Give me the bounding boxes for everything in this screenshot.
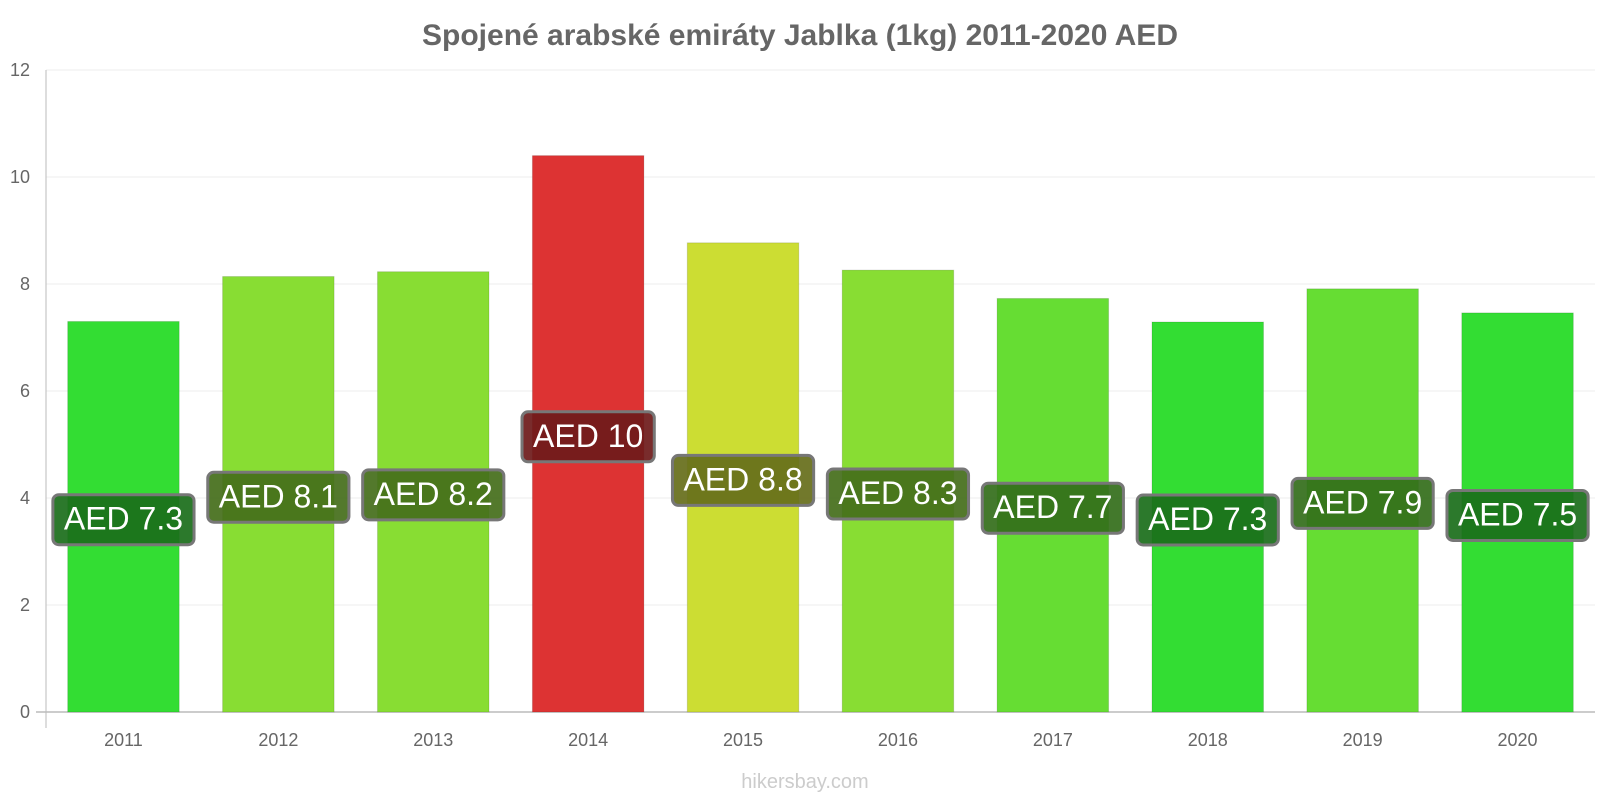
data-label-box	[980, 481, 1125, 535]
data-label-2016: AED 8.3	[825, 467, 971, 521]
data-label-box	[51, 493, 196, 547]
data-label-text: AED 7.9	[1303, 484, 1422, 520]
x-tick-label: 2017	[1033, 730, 1073, 750]
data-label-text: AED 8.3	[838, 475, 957, 511]
data-label-2019: AED 7.9	[1290, 476, 1435, 530]
x-tick-label: 2016	[878, 730, 918, 750]
data-label-box	[206, 470, 351, 524]
data-label-2020: AED 7.5	[1445, 488, 1590, 542]
y-tick-label: 12	[10, 60, 30, 80]
data-label-text: AED 8.2	[374, 476, 493, 512]
data-label-text: AED 7.3	[64, 501, 183, 537]
y-tick-label: 10	[10, 167, 30, 187]
y-tick-label: 6	[20, 381, 30, 401]
x-tick-label: 2012	[258, 730, 298, 750]
data-label-text: AED 8.8	[683, 461, 802, 497]
data-label-box	[520, 410, 656, 464]
data-label-2018: AED 7.3	[1135, 493, 1280, 547]
x-tick-label: 2013	[413, 730, 453, 750]
data-label-box	[670, 453, 816, 507]
y-tick-labels: 0 2 4 6 8 10 12	[10, 60, 30, 722]
data-label-2014: AED 10	[520, 410, 656, 464]
x-tick-label: 2019	[1343, 730, 1383, 750]
data-label-text: AED 8.1	[219, 478, 338, 514]
data-label-box	[1135, 493, 1280, 547]
x-tick-label: 2018	[1188, 730, 1228, 750]
data-label-2013: AED 8.2	[361, 468, 506, 522]
data-label-text: AED 7.5	[1458, 496, 1577, 532]
y-tick-label: 8	[20, 274, 30, 294]
watermark: hikersbay.com	[741, 771, 868, 793]
chart-title: Spojené arabské emiráty Jablka (1kg) 201…	[422, 19, 1178, 52]
data-labels: AED 7.3 AED 8.1 AED 8.2 AED 10 AED 8.8 AED 8.…	[51, 410, 1590, 547]
bars	[67, 155, 1574, 713]
data-label-2017: AED 7.7	[980, 481, 1125, 535]
data-label-box	[361, 468, 506, 522]
y-tick-label: 4	[20, 488, 30, 508]
data-label-2012: AED 8.1	[206, 470, 351, 524]
x-tick-label: 2020	[1498, 730, 1538, 750]
data-label-2011: AED 7.3	[51, 493, 196, 547]
y-tick-label: 0	[20, 702, 30, 722]
data-label-2015: AED 8.8	[670, 453, 816, 507]
x-tick-label: 2014	[568, 730, 608, 750]
x-tick-label: 2011	[104, 730, 143, 750]
y-tick-label: 2	[20, 595, 30, 615]
data-label-box	[1445, 488, 1590, 542]
x-tick-label: 2015	[723, 730, 763, 750]
data-label-text: AED 7.3	[1148, 501, 1267, 537]
data-label-text: AED 10	[533, 418, 643, 454]
data-label-box	[825, 467, 971, 521]
data-label-box	[1290, 476, 1435, 530]
x-tick-labels: 2011 2012 2013 2014 2015 2016 2017 2018 2019 2020	[104, 730, 1537, 750]
data-label-text: AED 7.7	[993, 489, 1112, 525]
